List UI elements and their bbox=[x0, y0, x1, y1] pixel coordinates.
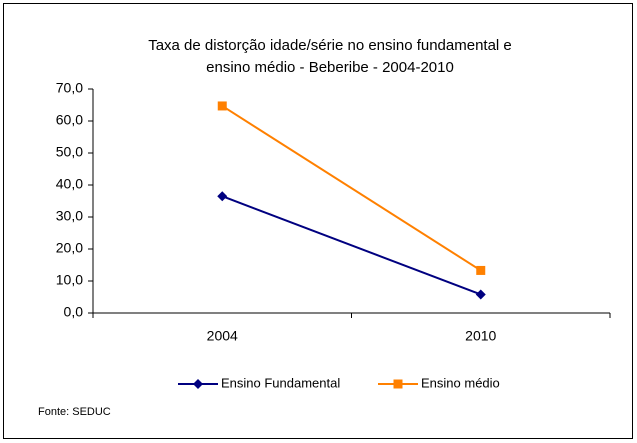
chart-title: Taxa de distorção idade/série no ensino … bbox=[148, 37, 512, 54]
legend-marker bbox=[393, 379, 403, 389]
x-tick-label: 2010 bbox=[465, 328, 496, 344]
y-tick-label: 20,0 bbox=[56, 240, 83, 256]
point bbox=[217, 101, 227, 111]
legend-marker bbox=[193, 379, 203, 389]
chart-title: ensino médio - Beberibe - 2004-2010 bbox=[206, 59, 454, 76]
y-tick-label: 10,0 bbox=[56, 272, 83, 288]
y-tick-label: 70,0 bbox=[56, 80, 83, 96]
point bbox=[217, 191, 228, 202]
series-line bbox=[221, 195, 482, 296]
legend-label: Ensino médio bbox=[421, 375, 500, 390]
y-tick-label: 30,0 bbox=[56, 208, 83, 224]
y-tick-label: 40,0 bbox=[56, 176, 83, 192]
point bbox=[475, 289, 486, 300]
y-tick-label: 0,0 bbox=[64, 304, 84, 320]
legend-label: Ensino Fundamental bbox=[221, 375, 340, 390]
chart-frame bbox=[3, 3, 633, 439]
y-tick-label: 60,0 bbox=[56, 112, 83, 128]
x-tick-label: 2004 bbox=[207, 328, 238, 344]
y-tick-label: 50,0 bbox=[56, 144, 83, 160]
source-note: Fonte: SEDUC bbox=[38, 406, 111, 418]
point bbox=[476, 265, 486, 275]
series-line bbox=[221, 105, 482, 272]
